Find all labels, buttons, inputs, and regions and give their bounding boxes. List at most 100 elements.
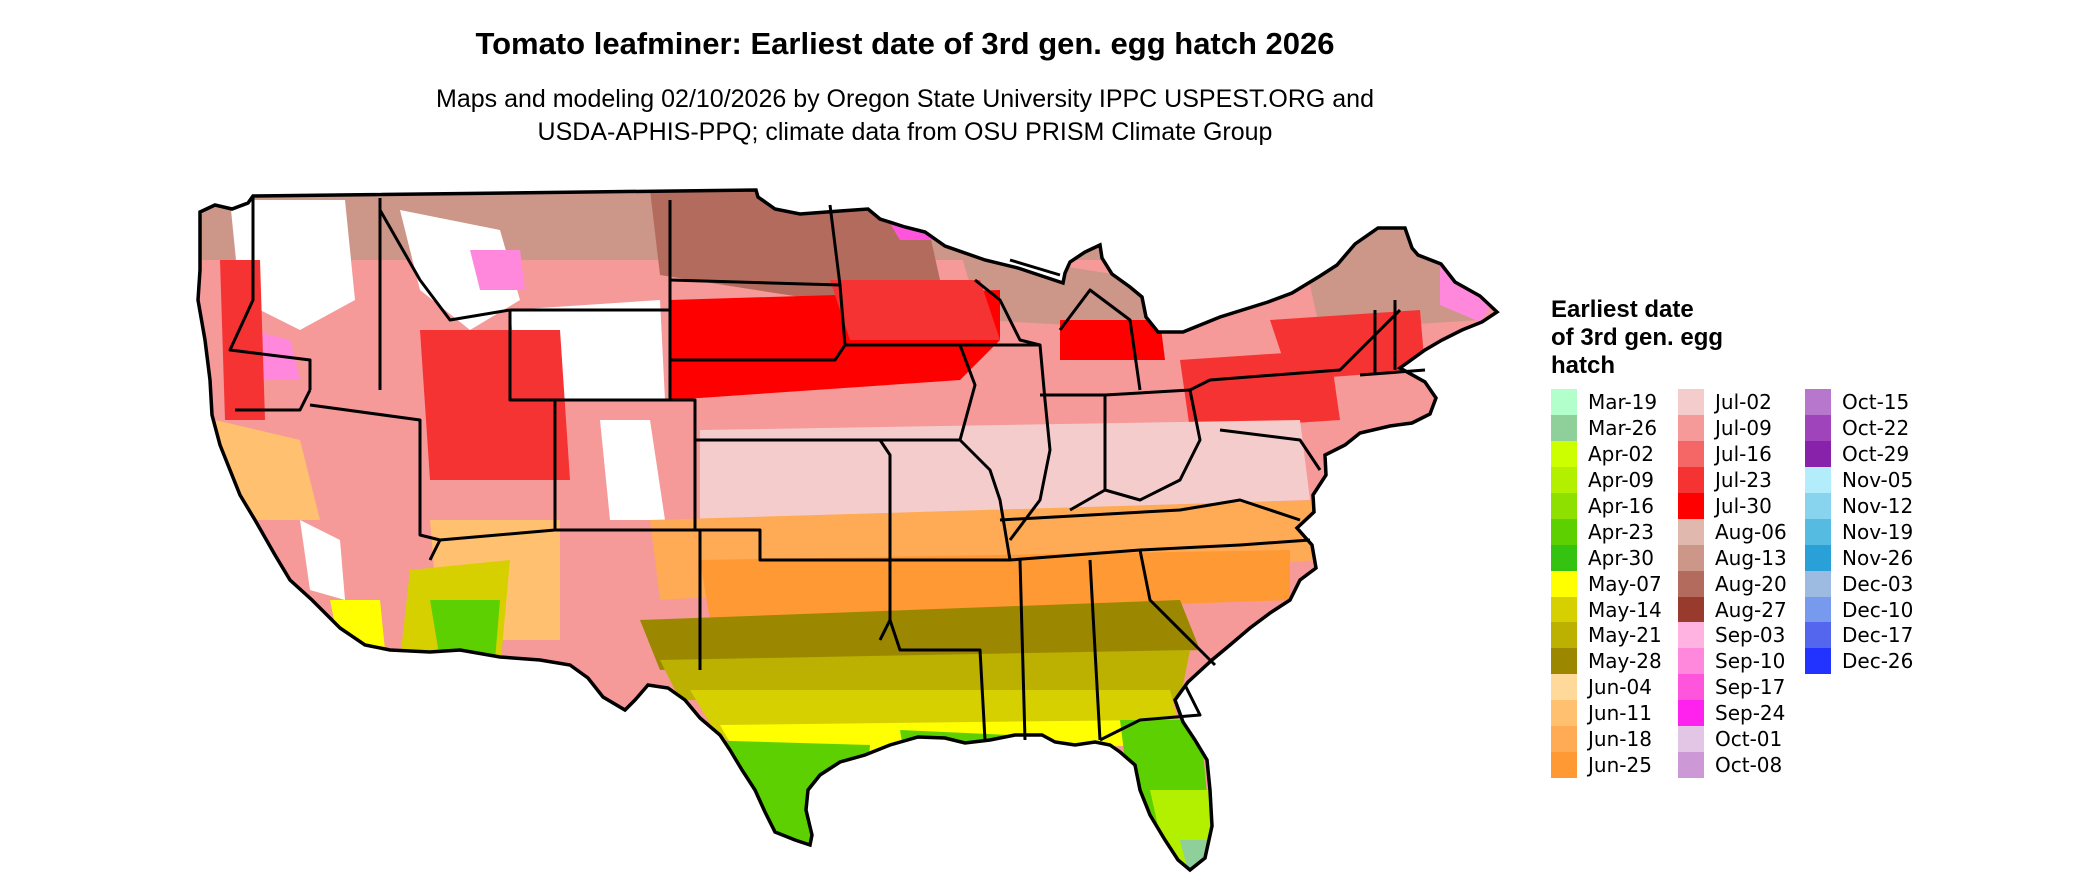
legend-swatch: [1805, 570, 1831, 597]
boundary-fl: [1099, 684, 1202, 742]
legend-label: Aug-13: [1715, 545, 1787, 570]
legend-swatch: [1678, 700, 1704, 727]
legend-swatch: [1551, 544, 1577, 571]
legend-swatch: [1678, 726, 1704, 753]
legend-label: May-07: [1588, 571, 1662, 596]
legend-label: Jun-25: [1588, 753, 1652, 778]
legend-swatch: [1678, 389, 1704, 415]
state-boundaries: [228, 196, 1426, 742]
legend-label: May-14: [1588, 597, 1662, 622]
boundary-il: [960, 343, 1052, 541]
legend-swatch: [1678, 674, 1704, 701]
legend-swatch: [1551, 674, 1577, 701]
legend-title-line-2: of 3rd gen. egg: [1551, 324, 1724, 351]
map-title: Tomato leafminer: Earliest date of 3rd g…: [475, 26, 1335, 61]
legend-label: Jul-23: [1715, 467, 1772, 492]
legend-swatch: [1551, 726, 1577, 753]
legend-swatch: [1551, 414, 1577, 441]
legend-label: Apr-09: [1588, 467, 1654, 492]
legend-label: Aug-27: [1715, 597, 1787, 622]
legend-label: Oct-15: [1842, 390, 1910, 414]
legend-swatch: [1678, 440, 1704, 467]
boundary-ga-sc: [1138, 549, 1217, 667]
boundary-ar-la: [888, 619, 987, 741]
legend-title-line-3: hatch: [1551, 352, 1616, 379]
legend-label: Apr-02: [1588, 441, 1654, 466]
boundary-mi-lower: [1058, 288, 1142, 391]
legend-swatch: [1551, 752, 1577, 779]
boundary-mn-ia: [828, 204, 977, 441]
legend-swatch: [1805, 596, 1831, 623]
legend-swatch: [1678, 492, 1704, 519]
legend-label: Oct-22: [1842, 415, 1910, 440]
subtitle-line-1: Maps and modeling 02/10/2026 by Oregon S…: [436, 85, 1374, 113]
legend-title: Earliest date of 3rd gen. egg hatch: [1551, 296, 1791, 380]
legend-swatch: [1805, 466, 1831, 493]
boundary-tx-ok: [700, 528, 892, 641]
legend-swatch: [1678, 570, 1704, 597]
boundary-mi-upper: [1009, 258, 1061, 277]
legend-label: Nov-26: [1842, 545, 1914, 570]
legend-swatch: [1551, 440, 1577, 467]
legend-label: Oct-29: [1842, 441, 1910, 466]
legend-label: Apr-23: [1588, 519, 1654, 544]
legend-swatch: [1551, 570, 1577, 597]
legend-label: Oct-08: [1715, 753, 1783, 778]
boundary-new-england: [1359, 300, 1426, 377]
legend-label: Nov-19: [1842, 519, 1914, 544]
legend-swatch: [1805, 622, 1831, 649]
legend-label: Mar-19: [1588, 390, 1658, 414]
legend-swatch: [1678, 622, 1704, 649]
boundary-co: [555, 398, 697, 530]
legend-swatch: [1678, 518, 1704, 545]
boundary-ky-va: [999, 498, 1301, 522]
boundary-ms-al: [1018, 559, 1102, 741]
legend-title-line-1: Earliest date: [1551, 296, 1694, 323]
boundary-or-ca: [235, 389, 312, 412]
legend-swatch: [1678, 648, 1704, 675]
legend-swatch: [1678, 544, 1704, 571]
legend-label: Dec-03: [1842, 571, 1914, 596]
legend-swatch: [1551, 648, 1577, 675]
legend-label: Dec-17: [1842, 623, 1914, 648]
boundary-oh: [1104, 388, 1202, 502]
boundary-in: [1040, 393, 1107, 512]
legend-swatch: [1551, 596, 1577, 623]
boundary-pa-ny: [1189, 308, 1402, 392]
boundary-wi: [974, 278, 1041, 347]
boundary-id-mt: [378, 209, 511, 322]
legend-swatch: [1805, 389, 1831, 415]
legend-label: May-28: [1588, 649, 1662, 674]
legend-label: Sep-17: [1715, 675, 1786, 700]
legend-label: Mar-26: [1588, 415, 1658, 440]
legend-swatch: [1551, 700, 1577, 727]
legend-swatch: [1551, 466, 1577, 493]
legend-swatch: [1678, 752, 1704, 779]
legend-label: Jun-18: [1588, 727, 1652, 752]
legend-label: Sep-10: [1715, 649, 1786, 674]
legend-label: Apr-30: [1588, 545, 1654, 570]
boundary-mo: [880, 438, 1012, 562]
legend-label: Sep-03: [1715, 623, 1786, 648]
boundary-wa-or: [228, 196, 312, 390]
legend-swatch: [1805, 544, 1831, 571]
legend-swatch: [1805, 492, 1831, 519]
legend-swatch: [1551, 622, 1577, 649]
legend-label: Aug-20: [1715, 571, 1787, 596]
legend-label: Jun-11: [1588, 701, 1652, 726]
boundary-ks: [695, 438, 892, 560]
boundary-tn-south: [1009, 538, 1311, 562]
boundary-wv-md: [1219, 428, 1322, 471]
legend-swatch: [1805, 518, 1831, 545]
legend-swatch: [1551, 518, 1577, 545]
map-subtitle: Maps and modeling 02/10/2026 by Oregon S…: [270, 83, 1540, 149]
legend-swatch: [1805, 440, 1831, 467]
legend-swatch: [1551, 492, 1577, 519]
legend-label: Apr-16: [1588, 493, 1654, 518]
legend-label: Jul-30: [1715, 493, 1772, 518]
legend-swatch: [1551, 389, 1577, 415]
legend-label: Sep-24: [1715, 701, 1786, 726]
legend-label: Nov-12: [1842, 493, 1914, 518]
legend-swatch: [1678, 596, 1704, 623]
